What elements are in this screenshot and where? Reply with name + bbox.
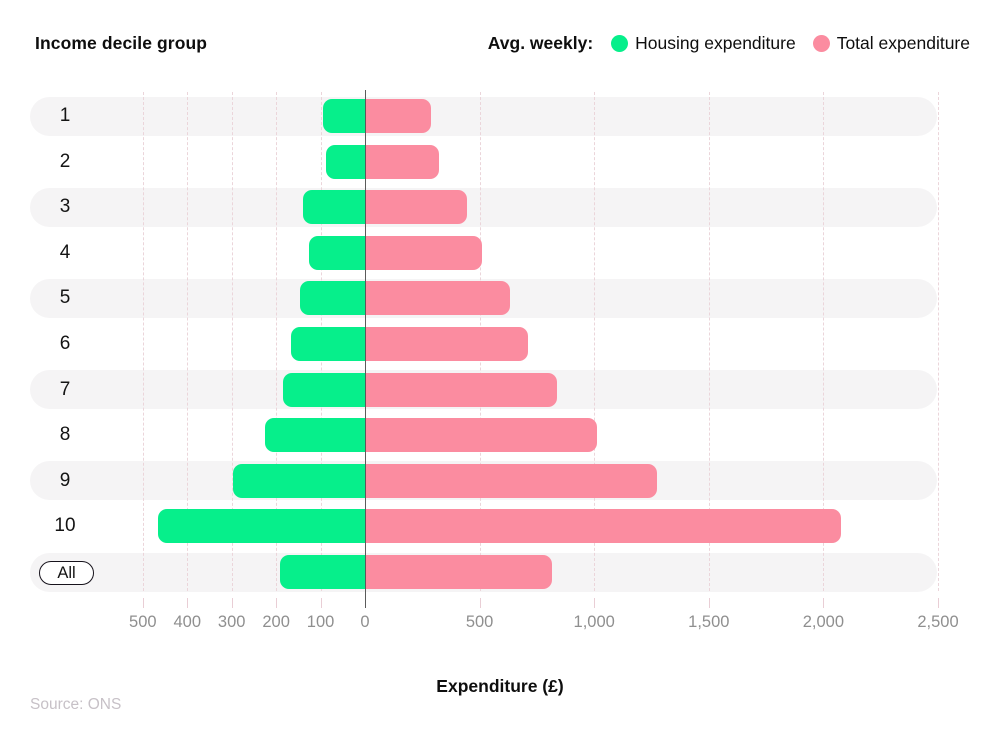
total-bar: [366, 99, 432, 133]
housing-bar: [282, 372, 365, 407]
total-bar: [366, 372, 557, 407]
row-label: 3: [59, 196, 71, 218]
row-label: 2: [59, 150, 71, 172]
x-left-tick-label: 100: [306, 613, 335, 631]
housing-bar: [158, 509, 365, 544]
legend-prefix: Avg. weekly:: [487, 32, 594, 53]
legend-item-housing: Housing expenditure: [611, 33, 796, 54]
legend: Avg. weekly: Housing expenditure Total e…: [488, 33, 970, 54]
x-right-gridline: [823, 92, 825, 591]
total-bar: [366, 144, 439, 179]
x-right-tick-label: 2,000: [802, 613, 845, 631]
x-right-tick-mark: [823, 598, 825, 608]
chart-header: Income decile group Avg. weekly: Housing…: [35, 30, 970, 56]
x-left-tick-label: 200: [262, 613, 290, 631]
x-right-tick-mark: [594, 598, 596, 608]
row-label: 4: [59, 241, 71, 263]
x-left-tick-mark: [231, 598, 233, 608]
housing-bar: [325, 144, 365, 179]
housing-bar: [300, 281, 365, 316]
x-left-tick-label: 300: [217, 613, 246, 631]
x-right-tick-label: 2,500: [917, 613, 959, 631]
total-bar: [366, 235, 482, 270]
housing-bar: [233, 463, 365, 498]
row-label: 1: [59, 105, 71, 126]
x-right-tick-mark: [479, 598, 481, 608]
x-axis-title: Expenditure (£): [436, 676, 564, 696]
x-right-gridline: [594, 92, 596, 591]
x-left-tick-label: 400: [173, 613, 201, 631]
total-bar: [366, 509, 842, 544]
total-bar: [366, 463, 658, 498]
y-axis-title: Income decile group: [35, 32, 208, 53]
x-left-gridline: [276, 92, 278, 591]
row-label: 8: [59, 424, 71, 446]
total-legend-dot-icon: [812, 34, 830, 52]
x-left-tick-mark: [320, 598, 322, 608]
housing-bar: [308, 235, 365, 270]
legend-label-housing: Housing expenditure: [635, 32, 796, 53]
x-left-gridline: [231, 92, 233, 591]
x-right-gridline: [938, 92, 939, 591]
housing-bar: [323, 99, 365, 133]
housing-bar: [303, 190, 365, 225]
row-label: 7: [59, 378, 71, 400]
row-label: 5: [59, 287, 71, 309]
x-left-gridline: [142, 92, 144, 591]
x-right-tick-label: 500: [465, 613, 494, 631]
housing-legend-dot-icon: [611, 34, 629, 52]
x-right-gridline: [708, 92, 710, 591]
x-left-tick-label: 500: [129, 613, 157, 631]
total-bar: [366, 418, 598, 453]
legend-label-total: Total expenditure: [836, 32, 970, 53]
row-band: [30, 96, 937, 136]
row-label: 6: [59, 333, 71, 354]
row-label: 10: [54, 515, 76, 537]
x-left-tick-mark: [276, 598, 278, 608]
row-label: 9: [59, 469, 71, 491]
legend-item-total: Total expenditure: [812, 32, 970, 54]
housing-bar: [279, 555, 365, 589]
row-band: [30, 187, 937, 227]
row-label-all: All: [39, 560, 94, 585]
x-left-gridline: [187, 92, 189, 591]
x-left-tick-mark: [142, 598, 144, 608]
x-left-tick-mark: [187, 598, 189, 608]
x-right-tick-mark: [938, 598, 939, 608]
x-zero-tick-label: 0: [360, 613, 370, 631]
total-bar: [366, 327, 529, 361]
total-bar: [366, 555, 553, 589]
housing-bar: [290, 327, 365, 361]
x-right-tick-mark: [708, 598, 710, 608]
housing-bar: [265, 418, 365, 453]
source-note: Source: ONS: [30, 696, 122, 713]
total-bar: [366, 281, 511, 316]
total-bar: [366, 190, 468, 225]
x-right-tick-label: 1,000: [573, 613, 615, 631]
x-right-tick-label: 1,500: [688, 613, 730, 631]
zero-axis-line: [365, 90, 366, 608]
